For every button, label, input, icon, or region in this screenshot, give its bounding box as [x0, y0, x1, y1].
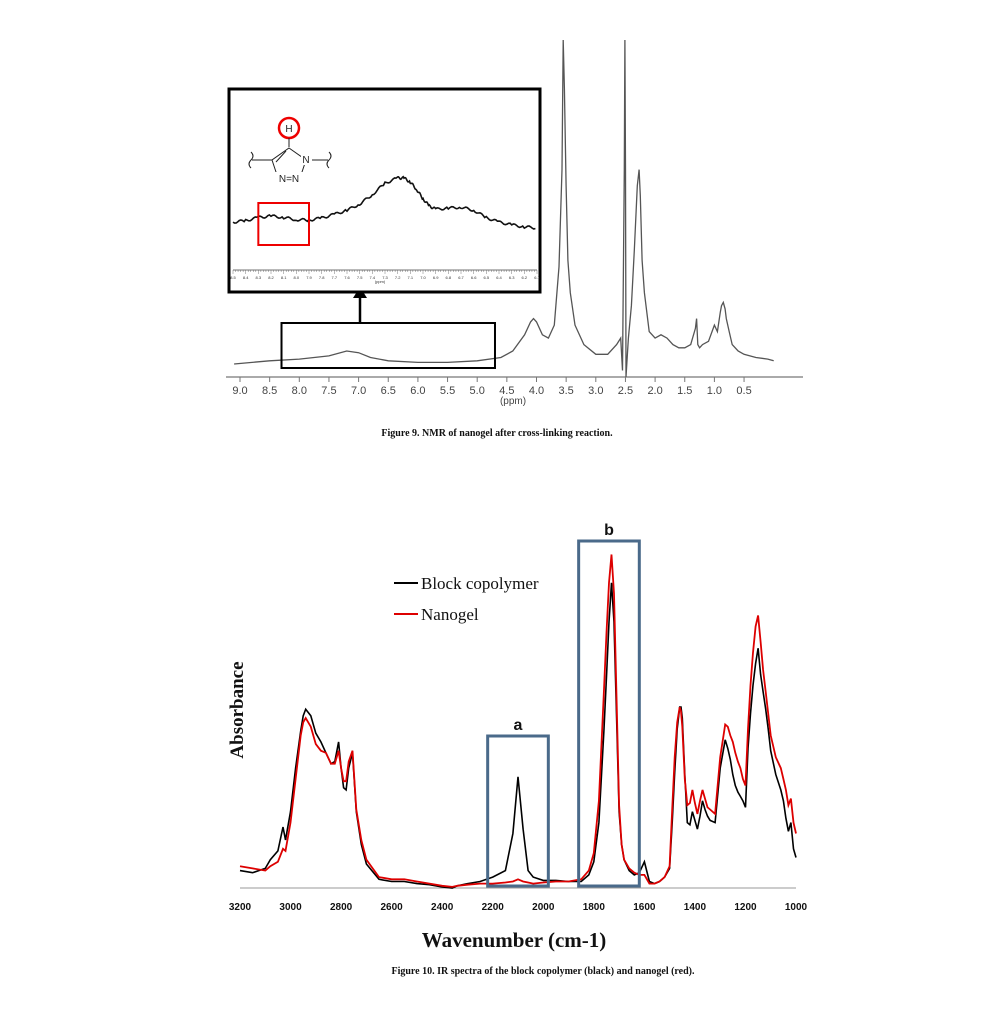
ir-box-a — [486, 734, 550, 888]
ir-tick-label: 1800 — [583, 902, 606, 913]
ir-y-axis-label: Absorbance — [227, 661, 248, 758]
inset-tick-label: 6.7 — [458, 275, 464, 280]
ir-series-nanogel-line — [239, 554, 797, 888]
inset-tick-label: 7.0 — [420, 275, 426, 280]
inset-tick-label: 7.9 — [306, 275, 312, 280]
inset-tick-label: 6.5 — [484, 275, 490, 280]
nmr-tick-label: 3.5 — [559, 385, 574, 397]
inset-tick-label: 6.9 — [433, 275, 439, 280]
nmr-tick-label: 9.0 — [232, 385, 247, 397]
inset-tick-label: 6.3 — [509, 275, 515, 280]
inset-tick-label: 7.4 — [370, 275, 376, 280]
ir-tick-label: 1600 — [633, 902, 656, 913]
ir-tick-labels: 3200 3000 2800 2600 2400 2200 2000 1800 1600 1400… — [229, 902, 808, 913]
inset-tick-label: 7.5 — [357, 275, 363, 280]
nmr-tick-label: 6.0 — [410, 385, 425, 397]
ir-tick-label: 2400 — [431, 902, 454, 913]
ir-chart: 3200 3000 2800 2600 2400 2200 2000 1800 1600 1400… — [227, 522, 808, 977]
ir-box-b — [577, 539, 641, 888]
ring-double-bond — [275, 150, 287, 163]
nmr-inset: H N N=N 8.5 8.4 8.3 8.2 8.1 8.0 7.9 7.8 7.7 7.6 7.… — [227, 87, 542, 294]
inset-tick-label: 7.3 — [382, 275, 388, 280]
ir-tick-label: 1200 — [734, 902, 757, 913]
triazole-structure: H N N=N — [248, 116, 332, 185]
inset-tick-label: 8.4 — [243, 275, 249, 280]
ir-tick-label: 2200 — [482, 902, 505, 913]
ir-tick-label: 1000 — [785, 902, 808, 913]
inset-tick-label: 8.5 — [230, 275, 236, 280]
nn-label-bg — [274, 172, 305, 183]
ir-caption: Figure 10. IR spectra of the block copol… — [391, 966, 695, 977]
inset-tick-label: 6.2 — [522, 275, 528, 280]
inset-spectrum-line — [232, 175, 536, 230]
ir-tick-label: 3200 — [229, 902, 252, 913]
ir-box-b-label: b — [604, 522, 614, 539]
inset-tick-label: 6.6 — [471, 275, 477, 280]
nmr-tick-label: 6.5 — [381, 385, 396, 397]
nmr-tick-labels: 9.0 8.5 8.0 7.5 7.0 6.5 6.0 5.5 5.0 4.5 4.0 3.5 3.0 2… — [232, 385, 751, 397]
inset-tick-labels: 8.5 8.4 8.3 8.2 8.1 8.0 7.9 7.8 7.7 7.6 7.5 7.4 7.3 7… — [230, 275, 540, 280]
inset-tick-label: 8.0 — [294, 275, 300, 280]
inset-tick-label: 7.2 — [395, 275, 401, 280]
inset-tick-label: 6.1 — [534, 275, 540, 280]
n1-label: N — [302, 155, 309, 166]
right-squiggle — [326, 151, 332, 169]
nmr-tick-label: 2.0 — [647, 385, 662, 397]
inset-tick-label: 7.8 — [319, 275, 325, 280]
ir-tick-label: 2600 — [381, 902, 404, 913]
ir-tick-label: 3000 — [279, 902, 302, 913]
left-squiggle — [248, 151, 254, 169]
inset-ticks — [232, 270, 538, 274]
nmr-chart: 9.0 8.5 8.0 7.5 7.0 6.5 6.0 5.5 5.0 4.5 4.0 3.5 3.0 2… — [226, 39, 803, 439]
ir-box-a-label: a — [514, 717, 523, 734]
nmr-tick-label: 1.5 — [677, 385, 692, 397]
nmr-spectrum-line — [234, 39, 774, 378]
inset-highlight-box — [257, 202, 311, 246]
inset-tick-label: 6.8 — [446, 275, 452, 280]
nmr-tick-label: 3.0 — [588, 385, 603, 397]
ir-legend: Block copolymer Nanogel — [394, 574, 539, 624]
inset-frame — [227, 87, 542, 294]
nn-label: N=N — [279, 174, 299, 185]
inset-tick-label: 7.6 — [344, 275, 350, 280]
nmr-tick-label: 5.0 — [470, 385, 485, 397]
nmr-tick-label: 8.5 — [262, 385, 277, 397]
nmr-tick-label: 1.0 — [707, 385, 722, 397]
inset-tick-label: 8.3 — [256, 275, 262, 280]
nmr-tick-label: 0.5 — [736, 385, 751, 397]
legend-label-block-copolymer: Block copolymer — [421, 574, 539, 593]
inset-tick-label: 6.4 — [496, 275, 502, 280]
inset-tick-label: 7.1 — [408, 275, 414, 280]
n1-label-bg — [301, 153, 312, 165]
ir-tick-label: 2000 — [532, 902, 555, 913]
nmr-x-axis-label: (ppm) — [500, 396, 526, 407]
nmr-tick-label: 5.5 — [440, 385, 455, 397]
inset-tick-label: 8.1 — [281, 275, 287, 280]
nmr-tick-label: 4.5 — [499, 385, 514, 397]
inset-tick-label: 8.2 — [268, 275, 274, 280]
proton-label: H — [285, 124, 292, 135]
nmr-tick-label: 4.0 — [529, 385, 544, 397]
ir-x-axis-label: Wavenumber (cm-1) — [422, 928, 607, 952]
nmr-tick-label: 7.5 — [321, 385, 336, 397]
ir-tick-label: 2800 — [330, 902, 353, 913]
inset-x-axis-label: (ppm) — [375, 279, 386, 284]
inset-tick-label: 7.7 — [332, 275, 338, 280]
nmr-tick-label: 8.0 — [292, 385, 307, 397]
nmr-tick-label: 7.0 — [351, 385, 366, 397]
nmr-highlight-box — [280, 322, 496, 369]
nmr-caption: Figure 9. NMR of nanogel after cross-lin… — [381, 428, 613, 439]
ir-tick-label: 1400 — [684, 902, 707, 913]
legend-label-nanogel: Nanogel — [421, 605, 479, 624]
nmr-tick-label: 2.5 — [618, 385, 633, 397]
nmr-ticks — [239, 377, 745, 382]
